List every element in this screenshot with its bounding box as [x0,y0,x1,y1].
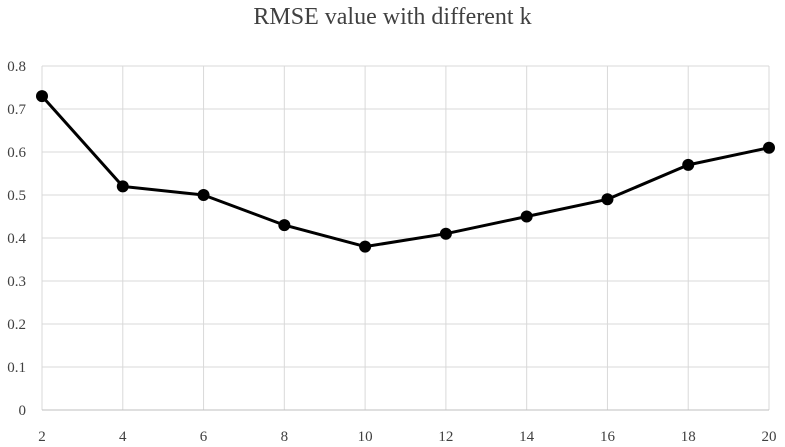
data-point [601,193,614,206]
x-tick-label: 10 [358,429,373,445]
data-point [439,227,452,240]
y-tick-label: 0.1 [7,360,26,376]
y-tick-label: 0.6 [7,145,26,161]
y-tick-label: 0.5 [7,188,26,204]
y-tick-label: 0.2 [7,317,26,333]
series-line [40,95,770,249]
x-tick-label: 14 [519,429,535,445]
data-point [359,240,372,253]
y-tick-label: 0.7 [7,102,26,118]
data-point [36,90,48,103]
x-tick-label: 8 [281,429,289,445]
x-tick-label: 16 [600,429,616,445]
y-tick-label: 0 [19,403,27,419]
x-tick-label: 4 [119,429,127,445]
y-tick-label: 0.8 [7,59,26,75]
data-point [682,158,695,171]
data-point [197,189,210,201]
data-point [278,219,291,232]
series-group [36,90,775,253]
x-axis-ticks: 2 4 6 8 10 12 14 16 18 20 [38,429,776,445]
x-tick-label: 12 [438,429,453,445]
y-tick-label: 0.4 [7,231,26,247]
data-point [520,210,533,223]
x-tick-label: 6 [200,429,208,445]
data-point [116,180,129,193]
chart-title: RMSE value with different k [253,4,532,30]
x-tick-label: 2 [38,429,46,445]
y-axis-ticks: 0 0.1 0.2 0.3 0.4 0.5 0.6 0.7 0.8 [7,59,26,419]
x-tick-label: 18 [681,429,696,445]
x-tick-label: 20 [762,429,777,445]
gridlines [41,65,770,411]
data-point [763,141,775,154]
y-tick-label: 0.3 [7,274,26,290]
